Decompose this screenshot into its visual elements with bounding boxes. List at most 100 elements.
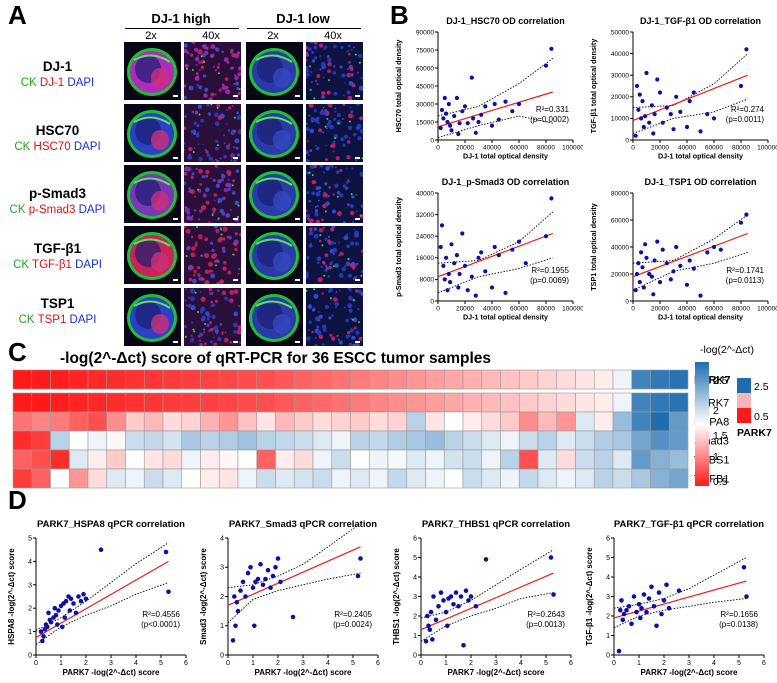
data-point: [637, 92, 642, 97]
data-point: [83, 596, 89, 602]
x-tick-label: 5: [159, 660, 163, 667]
data-point: [549, 196, 554, 201]
heatmap-cell: [50, 468, 70, 489]
heatmap-cell: [425, 468, 445, 489]
data-point: [230, 638, 236, 643]
data-point: [448, 280, 453, 285]
data-point: [548, 555, 554, 560]
side-legend-mid: [737, 393, 751, 408]
x-axis-label: DJ-1 total optical density: [658, 152, 743, 161]
heatmap-cell: [537, 392, 558, 413]
y-tick-label: 0: [220, 652, 224, 659]
x-tick-label: 3: [109, 660, 113, 667]
data-point: [684, 282, 690, 287]
y-tick-label: 2: [220, 594, 224, 601]
data-point: [666, 605, 672, 611]
heatmap-cell: [293, 369, 314, 390]
data-point: [655, 239, 660, 244]
heatmap-cell: [575, 411, 595, 432]
chart-smad3-qpcr: PARK7_Smad3 qPCR correlation 0 1 2 3 4 5 6 0 1 2 3 4…: [199, 519, 380, 677]
y-tick-label: 15000: [416, 119, 434, 126]
data-point: [442, 277, 447, 282]
y-tick-label: 75000: [416, 47, 434, 54]
heatmap-cell: [331, 369, 351, 390]
data-point: [647, 271, 652, 277]
data-point: [651, 292, 656, 297]
data-point: [659, 611, 664, 617]
y-tick-label: 1: [606, 633, 610, 640]
heatmap-cell: [293, 468, 314, 489]
data-point: [442, 95, 447, 101]
data-point: [483, 557, 489, 562]
y-tick-label: 0: [625, 137, 629, 144]
heatmap-cell: [181, 430, 201, 451]
x-tick-label: 2: [662, 660, 666, 667]
heatmap-cell: [518, 411, 539, 432]
heatmap-cell: [12, 411, 33, 432]
x-tick-label: 80000: [732, 145, 750, 152]
data-point: [41, 634, 46, 639]
p-value-label: (p=0.0011): [726, 115, 765, 124]
heatmap-cell: [406, 468, 426, 489]
heatmap-cell: [462, 468, 483, 489]
micrograph-tile: [246, 104, 303, 162]
data-point: [621, 611, 627, 617]
heatmap-cell: [612, 468, 633, 489]
data-point: [441, 598, 446, 603]
heatmap-cell: [481, 468, 501, 489]
heatmap-cell: [425, 449, 445, 470]
heatmap-cell: [125, 369, 145, 390]
data-point: [633, 288, 638, 293]
heatmap-cell: [537, 468, 558, 489]
data-point: [705, 112, 710, 117]
x-tick-label: 5: [351, 660, 355, 667]
micrograph-tile: [306, 42, 363, 100]
x-tick-label: 0: [436, 145, 440, 152]
colorbar-tick: 2.5: [713, 375, 728, 387]
heatmap-cell: [68, 468, 89, 489]
regression-line: [437, 232, 553, 278]
data-point: [638, 615, 643, 621]
tissue-section: [127, 110, 177, 158]
y-tick-label: 1: [413, 633, 417, 640]
data-point: [651, 131, 656, 136]
heatmap-cell: [425, 430, 445, 451]
heatmap-cell: [612, 369, 633, 390]
heatmap-cell: [162, 468, 183, 489]
data-point: [76, 594, 81, 599]
heatmap-cell: [575, 468, 595, 489]
ci-lower-band: [227, 572, 361, 624]
x-tick-label: 1: [251, 660, 255, 667]
y-tick-label: 40000: [611, 51, 629, 58]
x-tick-label: 4: [519, 660, 523, 667]
y-tick-label: 3: [606, 594, 610, 601]
heatmap-cell: [218, 430, 239, 451]
data-point: [496, 117, 501, 122]
data-point: [636, 107, 641, 112]
y-axis-label: p-Smad3 total optical density: [394, 197, 403, 297]
data-point: [454, 253, 459, 258]
data-point: [460, 231, 465, 236]
data-point: [275, 556, 281, 561]
y-tick-label: 2: [28, 606, 32, 613]
data-point: [55, 622, 60, 627]
heatmap-cell: [87, 411, 108, 432]
heatmap-cell: [443, 411, 464, 432]
heatmap-cell: [406, 369, 426, 390]
y-tick-label: 1: [28, 629, 32, 636]
heatmap-cell: [200, 449, 220, 470]
heatmap-cell: [31, 449, 51, 470]
heatmap-cell: [668, 468, 689, 489]
y-tick-label: 1: [220, 623, 224, 630]
data-point: [255, 576, 261, 582]
data-point: [503, 99, 508, 104]
heatmap-cell: [368, 468, 389, 489]
data-point: [235, 608, 241, 614]
y-tick-label: 5: [28, 535, 32, 542]
data-point: [451, 602, 456, 607]
data-point: [510, 109, 515, 114]
data-point: [644, 70, 649, 76]
data-point: [619, 598, 624, 603]
x-axis-label: PARK7 -log(2^-Δct) score: [63, 668, 161, 677]
data-point: [652, 258, 657, 263]
